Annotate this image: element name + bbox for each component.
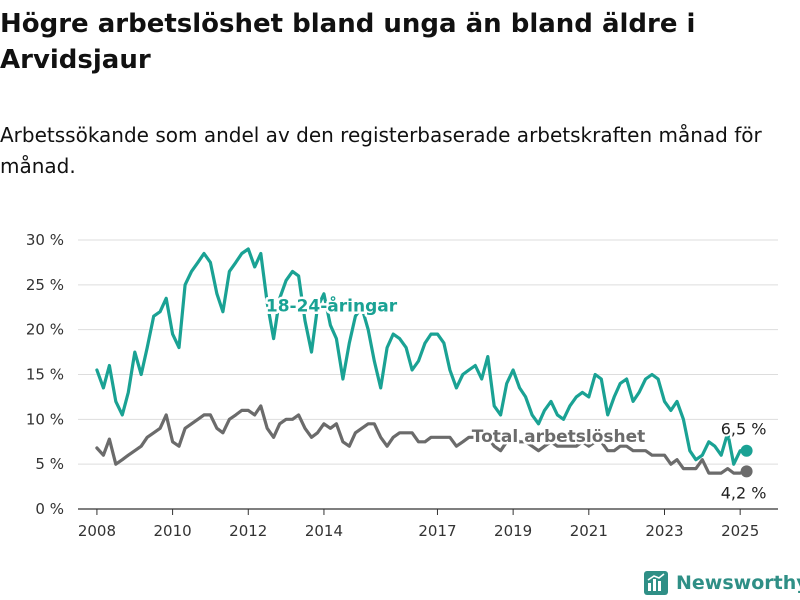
x-tick-label: 2023	[645, 522, 683, 540]
y-tick-label: 30 %	[26, 231, 64, 249]
series-label: 18-24-åringar	[266, 295, 398, 317]
x-tick-label: 2014	[305, 522, 343, 540]
x-tick-label: 2010	[154, 522, 192, 540]
end-value-label: 6,5 %	[721, 420, 767, 439]
y-tick-label: 5 %	[35, 455, 64, 473]
series-layer	[95, 247, 753, 478]
x-tick-label: 2021	[570, 522, 608, 540]
series-line-0	[95, 247, 749, 466]
series-end-point-0	[740, 444, 753, 457]
x-tick-label: 2019	[494, 522, 532, 540]
series-line-1	[95, 404, 749, 475]
grid-layer	[78, 239, 778, 510]
newsworthy-brand[interactable]: Newsworthy	[644, 569, 800, 597]
x-tick-label: 2017	[418, 522, 456, 540]
y-tick-label: 20 %	[26, 321, 64, 339]
x-tick-label: 2008	[78, 522, 116, 540]
x-tick-label: 2025	[721, 522, 759, 540]
chart-title: Högre arbetslöshet bland unga än bland ä…	[0, 9, 696, 75]
y-tick-label: 10 %	[26, 410, 64, 428]
y-tick-label: 15 %	[26, 366, 64, 384]
brand-name: Newsworthy	[676, 572, 800, 594]
series-label: Total arbetslöshet	[472, 427, 646, 447]
x-axis: 2008 2010 2012 2014 2017 2019 2021 2023 2025	[78, 509, 759, 540]
series-end-point-1	[740, 465, 753, 478]
end-value-label: 4,2 %	[721, 483, 767, 502]
y-tick-label: 25 %	[26, 276, 64, 294]
label-layer: 18-24-åringar Total arbetslöshet 6,5 % 4,2 …	[263, 292, 768, 504]
y-axis: 0 % 5 % 10 % 15 % 20 % 25 % 30 %	[26, 231, 64, 518]
chart-subtitle: Arbetssökande som andel av den registerb…	[0, 123, 762, 178]
x-tick-label: 2012	[229, 522, 267, 540]
y-tick-label: 0 %	[35, 500, 64, 518]
bar-chart-logo-icon	[644, 571, 668, 595]
